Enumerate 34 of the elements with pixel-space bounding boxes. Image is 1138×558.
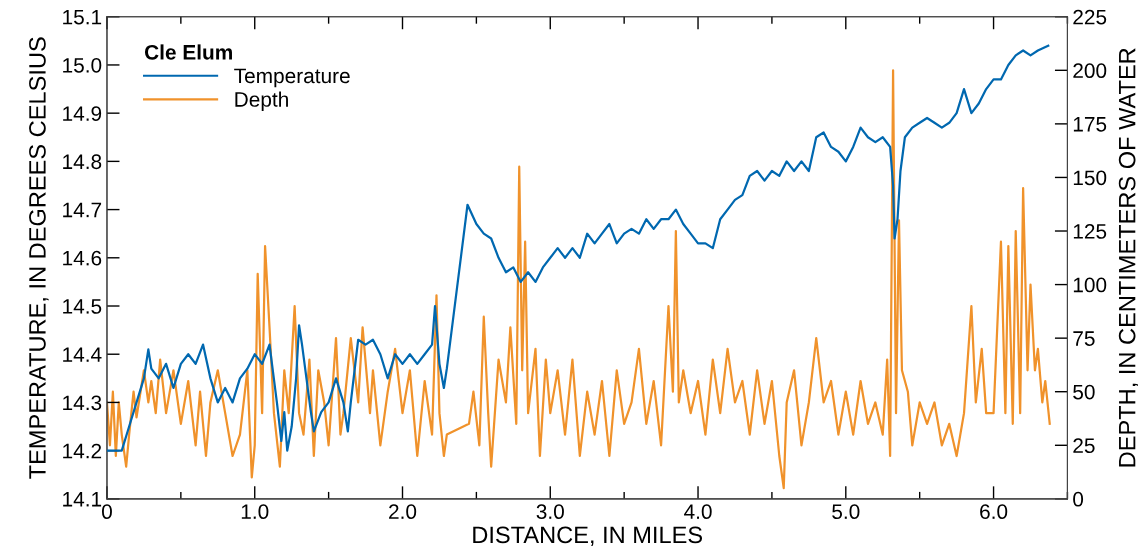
y2-tick-label: 0 (1073, 491, 1084, 507)
y-tick-label: 14.1 (63, 492, 102, 507)
y-tick-label: 15.0 (63, 57, 102, 73)
y2-tick-label: 225 (1073, 9, 1107, 25)
y2-tick-label: 25 (1073, 438, 1095, 454)
y2-tick-label: 175 (1073, 117, 1107, 132)
y-axis-title: TEMPERATURE, IN DEGREES CELSIUS (29, 37, 49, 479)
y2-tick-label: 75 (1073, 331, 1095, 346)
y-tick-label: 14.8 (63, 154, 102, 170)
x-tick-label: 5.0 (832, 504, 860, 520)
y-tick-label: 14.2 (63, 443, 102, 459)
y-tick-label: 15.1 (63, 9, 102, 25)
y2-tick-label: 200 (1073, 63, 1107, 79)
y-tick-label: 14.9 (63, 106, 102, 121)
x-axis-title: DISTANCE, IN MILES (473, 526, 703, 547)
y2-tick-label: 150 (1073, 170, 1107, 186)
x-tick-label: 2.0 (389, 504, 417, 520)
y2-tick-label: 125 (1073, 224, 1107, 239)
y-tick-label: 14.3 (63, 395, 102, 411)
legend-title: Cle Elum (144, 44, 232, 60)
legend-label: Temperature (234, 68, 350, 88)
y2-axis-title: DEPTH, IN CENTIMETERS OF WATER (1118, 48, 1138, 467)
y-tick-label: 14.5 (63, 299, 102, 314)
y2-tick-label: 50 (1073, 384, 1095, 400)
x-tick-label: 4.0 (684, 504, 712, 520)
legend-label: Depth (235, 91, 288, 111)
y-tick-label: 14.4 (63, 347, 102, 362)
y2-tick-label: 100 (1073, 277, 1107, 293)
x-tick-label: 1.0 (241, 504, 269, 520)
x-tick-label: 0 (101, 504, 112, 520)
y-tick-label: 14.7 (63, 202, 102, 218)
y-tick-label: 14.6 (63, 250, 102, 266)
x-tick-label: 3.0 (536, 504, 564, 520)
x-tick-label: 6.0 (980, 504, 1008, 520)
